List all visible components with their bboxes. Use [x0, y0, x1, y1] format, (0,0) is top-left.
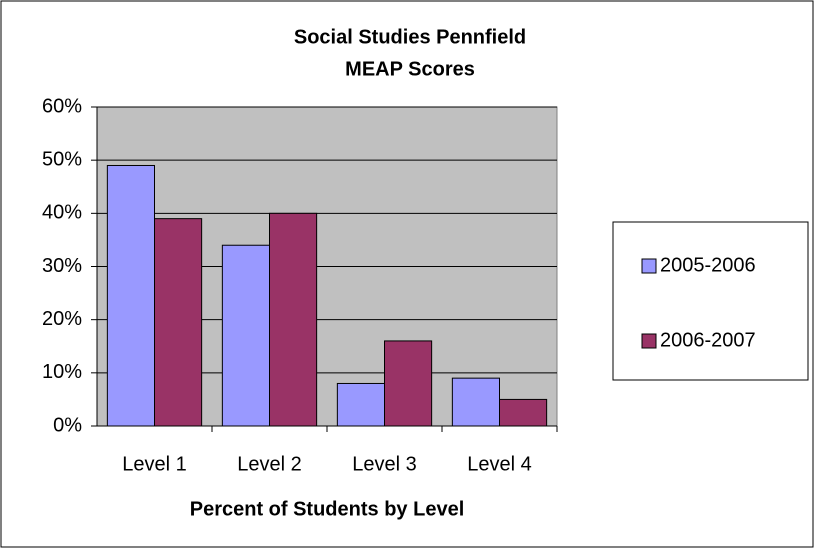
chart-title: MEAP Scores	[345, 58, 475, 80]
bar	[336, 382, 386, 427]
legend-box	[612, 221, 809, 381]
legend-label: 2005-2006	[660, 254, 756, 276]
y-tick-label: 60%	[42, 95, 82, 117]
bar	[499, 398, 548, 427]
bar	[106, 164, 155, 427]
y-tick-label: 20%	[42, 308, 82, 330]
x-tick-label: Level 2	[237, 453, 302, 475]
x-tick-label: Level 1	[122, 453, 187, 475]
bar	[221, 244, 271, 427]
legend-swatch	[641, 258, 657, 274]
bar	[384, 340, 433, 427]
x-axis-label: Percent of Students by Level	[190, 498, 465, 520]
y-tick-label: 0%	[53, 414, 82, 436]
y-tick-label: 40%	[42, 202, 82, 224]
legend-label: 2006-2007	[660, 329, 756, 351]
chart-title: Social Studies Pennfield	[294, 26, 526, 48]
y-tick-label: 30%	[42, 255, 82, 277]
y-tick-label: 10%	[42, 361, 82, 383]
y-tick-label: 50%	[42, 148, 82, 170]
bar	[269, 212, 318, 427]
x-tick-label: Level 4	[467, 453, 532, 475]
bar	[154, 218, 203, 427]
x-tick-label: Level 3	[352, 453, 417, 475]
bar	[451, 377, 501, 427]
legend-swatch	[641, 333, 657, 349]
